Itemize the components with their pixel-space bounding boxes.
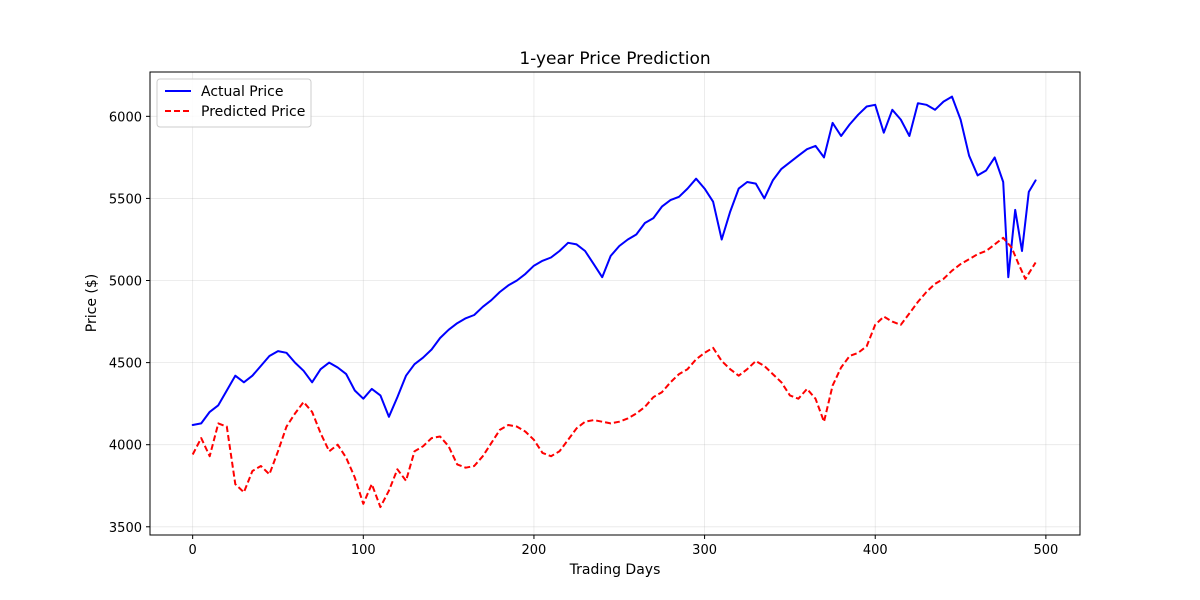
legend: Actual Price Predicted Price	[156, 78, 312, 128]
x-tick-label: 0	[189, 543, 197, 558]
y-axis-title: Price ($)	[84, 274, 100, 332]
y-tick-label: 5500	[109, 192, 142, 207]
grid	[150, 72, 1080, 535]
predicted-price-line	[191, 236, 1037, 509]
y-tick-label: 3500	[109, 521, 142, 536]
y-tick-label: 4500	[109, 357, 142, 372]
axis-ticks: 0 100 200 300 400 500 3500 4000 4500 5000 5500 6000	[109, 110, 1058, 558]
y-tick-label: 4000	[109, 439, 142, 454]
x-tick-label: 100	[351, 543, 376, 558]
legend-box	[156, 78, 312, 128]
y-tick-label: 5000	[109, 275, 142, 290]
chart-title: 1-year Price Prediction	[519, 49, 710, 69]
x-tick-label: 200	[522, 543, 547, 558]
plot-frame	[149, 71, 1081, 536]
x-tick-label: 300	[692, 543, 717, 558]
legend-actual-label: Actual Price	[201, 84, 283, 100]
x-tick-label: 500	[1033, 543, 1058, 558]
x-axis-title: Trading Days	[569, 562, 661, 578]
y-tick-label: 6000	[109, 110, 142, 125]
actual-price-line	[191, 95, 1037, 426]
series-layer	[191, 95, 1037, 509]
x-tick-label: 400	[863, 543, 888, 558]
legend-predicted-label: Predicted Price	[201, 104, 305, 120]
